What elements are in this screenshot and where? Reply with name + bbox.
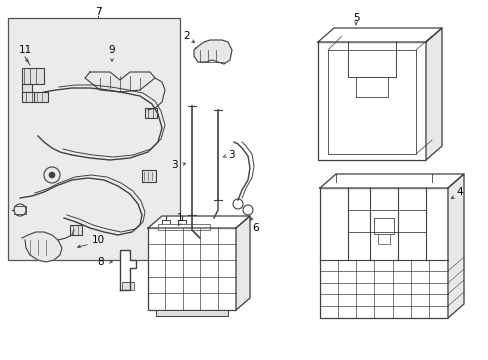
Text: 1: 1 [176,213,183,223]
Bar [70,225,82,235]
Polygon shape [194,40,231,64]
Bar [373,218,393,234]
Bar [319,188,447,318]
Bar [145,108,157,118]
Bar [22,92,38,102]
Bar [34,92,48,102]
Circle shape [49,172,55,178]
Polygon shape [447,174,463,318]
Polygon shape [425,28,441,160]
Bar [317,42,425,160]
Bar [158,224,209,230]
Text: 9: 9 [108,45,115,55]
Bar [142,170,156,182]
Bar [178,220,185,228]
Bar [377,234,389,244]
Bar [156,310,227,316]
Polygon shape [22,232,62,262]
Bar [162,220,170,228]
Bar [8,18,180,260]
Polygon shape [85,72,155,92]
Polygon shape [120,250,136,290]
Bar [22,68,44,84]
Text: 10: 10 [92,235,105,245]
Polygon shape [148,216,249,228]
Bar [148,228,236,310]
Text: 4: 4 [456,187,462,197]
Bar [122,282,134,290]
Text: 11: 11 [19,45,32,55]
Polygon shape [317,28,441,42]
Text: 8: 8 [97,257,104,267]
Bar [22,84,32,92]
Text: 5: 5 [352,13,359,23]
Text: 7: 7 [95,7,101,17]
Text: 2: 2 [183,31,190,41]
Text: 3: 3 [227,150,234,160]
Text: 3: 3 [171,160,178,170]
Polygon shape [319,174,463,188]
Text: 6: 6 [252,223,259,233]
Polygon shape [236,216,249,310]
